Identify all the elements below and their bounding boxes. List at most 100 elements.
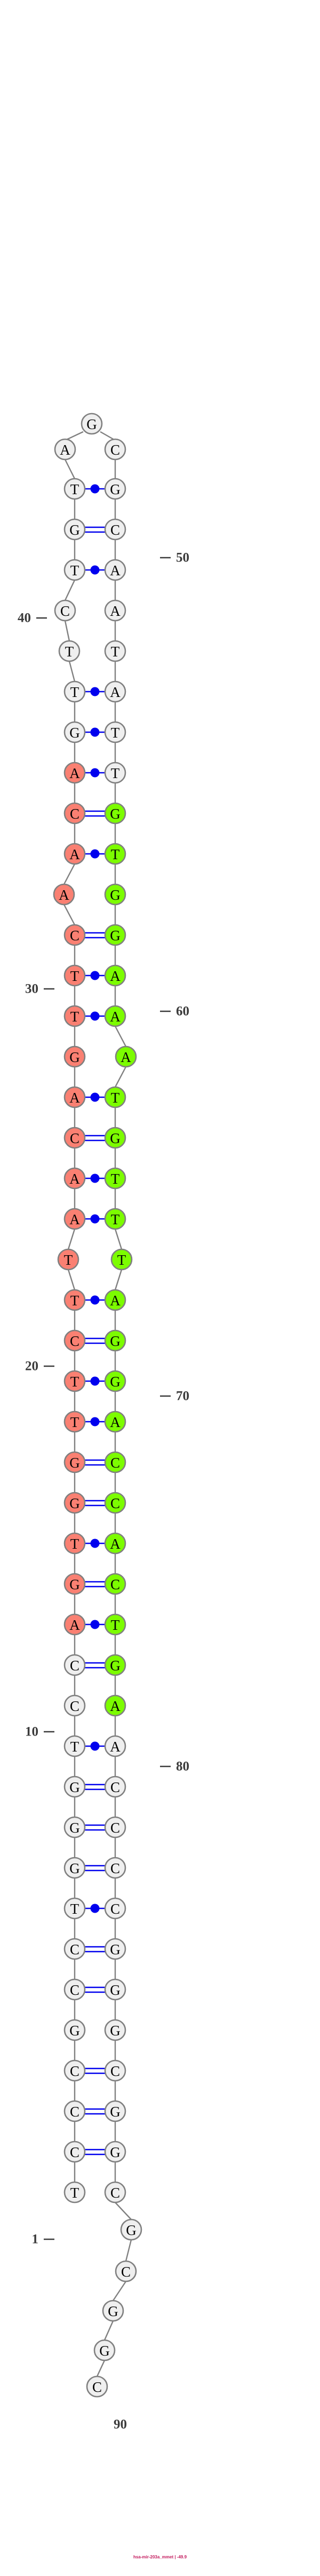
- nucleotide-c[interactable]: C: [63, 1127, 86, 1149]
- nucleotide-g[interactable]: G: [104, 1978, 126, 2001]
- nucleotide-t[interactable]: T: [104, 843, 126, 865]
- nucleotide-g[interactable]: G: [63, 1816, 86, 1838]
- nucleotide-a[interactable]: A: [104, 559, 126, 581]
- nucleotide-g[interactable]: G: [104, 478, 126, 500]
- nucleotide-g[interactable]: G: [120, 2218, 142, 2241]
- nucleotide-a[interactable]: A: [63, 1167, 86, 1190]
- nucleotide-c[interactable]: C: [86, 2375, 108, 2398]
- nucleotide-c[interactable]: C: [63, 802, 86, 825]
- nucleotide-a[interactable]: A: [104, 1289, 126, 1311]
- nucleotide-a[interactable]: A: [104, 1532, 126, 1555]
- nucleotide-a[interactable]: A: [104, 680, 126, 703]
- nucleotide-t[interactable]: T: [63, 1005, 86, 1027]
- base-pair-dot: [90, 1295, 100, 1305]
- nucleotide-c[interactable]: C: [104, 518, 126, 541]
- nucleotide-g[interactable]: G: [63, 1045, 86, 1068]
- nucleotide-g[interactable]: G: [63, 518, 86, 541]
- nucleotide-c[interactable]: C: [104, 1451, 126, 1473]
- nucleotide-t[interactable]: T: [63, 1735, 86, 1757]
- nucleotide-circle: [63, 1938, 86, 1960]
- nucleotide-t[interactable]: T: [63, 1410, 86, 1433]
- nucleotide-letter: C: [110, 442, 120, 458]
- nucleotide-g[interactable]: G: [63, 2019, 86, 2041]
- nucleotide-c[interactable]: C: [63, 2141, 86, 2163]
- nucleotide-t[interactable]: T: [110, 1248, 133, 1271]
- nucleotide-a[interactable]: A: [104, 1694, 126, 1717]
- nucleotide-g[interactable]: G: [63, 1857, 86, 1879]
- nucleotide-t[interactable]: T: [57, 1248, 79, 1271]
- nucleotide-c[interactable]: C: [63, 1654, 86, 1676]
- nucleotide-circle: [104, 1329, 126, 1352]
- nucleotide-a[interactable]: A: [104, 1410, 126, 1433]
- nucleotide-a[interactable]: A: [53, 883, 75, 906]
- nucleotide-t[interactable]: T: [104, 640, 126, 662]
- nucleotide-g[interactable]: G: [93, 2339, 116, 2361]
- nucleotide-a[interactable]: A: [63, 1208, 86, 1230]
- nucleotide-g[interactable]: G: [104, 924, 126, 946]
- nucleotide-t[interactable]: T: [63, 478, 86, 500]
- nucleotide-a[interactable]: A: [63, 762, 86, 784]
- nucleotide-t[interactable]: T: [63, 680, 86, 703]
- nucleotide-a[interactable]: A: [104, 1005, 126, 1027]
- nucleotide-a[interactable]: A: [115, 1045, 137, 1068]
- nucleotide-c[interactable]: C: [63, 1978, 86, 2001]
- nucleotide-g[interactable]: G: [104, 2019, 126, 2041]
- nucleotide-c[interactable]: C: [104, 1897, 126, 1920]
- nucleotide-t[interactable]: T: [63, 964, 86, 987]
- nucleotide-c[interactable]: C: [63, 924, 86, 946]
- nucleotide-g[interactable]: G: [104, 2141, 126, 2163]
- nucleotide-c[interactable]: C: [63, 1329, 86, 1352]
- nucleotide-t[interactable]: T: [58, 640, 81, 662]
- nucleotide-g[interactable]: G: [63, 721, 86, 743]
- nucleotide-c[interactable]: C: [63, 2059, 86, 2082]
- nucleotide-g[interactable]: G: [63, 1573, 86, 1595]
- nucleotide-c[interactable]: C: [63, 1694, 86, 1717]
- nucleotide-g[interactable]: G: [104, 1329, 126, 1352]
- nucleotide-t[interactable]: T: [63, 559, 86, 581]
- nucleotide-c[interactable]: C: [63, 2100, 86, 2122]
- nucleotide-c[interactable]: C: [104, 2181, 126, 2204]
- nucleotide-c[interactable]: C: [104, 438, 126, 461]
- nucleotide-a[interactable]: A: [63, 1613, 86, 1636]
- nucleotide-t[interactable]: T: [63, 1370, 86, 1392]
- nucleotide-g[interactable]: G: [63, 1776, 86, 1798]
- nucleotide-c[interactable]: C: [115, 2260, 137, 2282]
- nucleotide-g[interactable]: G: [104, 802, 126, 825]
- nucleotide-c[interactable]: C: [104, 1492, 126, 1514]
- nucleotide-a[interactable]: A: [54, 438, 76, 461]
- nucleotide-t[interactable]: T: [104, 1086, 126, 1108]
- nucleotide-g[interactable]: G: [104, 1654, 126, 1676]
- nucleotide-g[interactable]: G: [81, 413, 103, 435]
- nucleotide-a[interactable]: A: [104, 964, 126, 987]
- nucleotide-a[interactable]: A: [63, 1086, 86, 1108]
- nucleotide-t[interactable]: T: [63, 2181, 86, 2204]
- base-pair-dot: [90, 971, 100, 980]
- nucleotide-a[interactable]: A: [63, 843, 86, 865]
- nucleotide-t[interactable]: T: [63, 1532, 86, 1555]
- nucleotide-g[interactable]: G: [104, 1370, 126, 1392]
- nucleotide-a[interactable]: A: [104, 1735, 126, 1757]
- nucleotide-t[interactable]: T: [104, 721, 126, 743]
- nucleotide-g[interactable]: G: [104, 883, 126, 906]
- nucleotide-c[interactable]: C: [104, 1776, 126, 1798]
- nucleotide-g[interactable]: G: [104, 1938, 126, 1960]
- nucleotide-t[interactable]: T: [63, 1897, 86, 1920]
- nucleotide-a[interactable]: A: [104, 599, 126, 622]
- nucleotide-c[interactable]: C: [104, 1816, 126, 1838]
- nucleotide-g[interactable]: G: [104, 2100, 126, 2122]
- nucleotide-g[interactable]: G: [63, 1451, 86, 1473]
- nucleotide-c[interactable]: C: [104, 2059, 126, 2082]
- nucleotide-t[interactable]: T: [104, 1167, 126, 1190]
- nucleotide-c[interactable]: C: [54, 599, 76, 622]
- nucleotide-t[interactable]: T: [104, 1208, 126, 1230]
- nucleotide-c[interactable]: C: [104, 1573, 126, 1595]
- nucleotide-g[interactable]: G: [102, 2300, 124, 2322]
- nucleotide-c[interactable]: C: [63, 1938, 86, 1960]
- nucleotide-g[interactable]: G: [104, 1127, 126, 1149]
- nucleotide-t[interactable]: T: [104, 762, 126, 784]
- nucleotide-t[interactable]: T: [104, 1613, 126, 1636]
- nucleotide-t[interactable]: T: [63, 1289, 86, 1311]
- nucleotide-g[interactable]: G: [63, 1492, 86, 1514]
- nucleotide-letter: G: [86, 416, 97, 432]
- nucleotide-c[interactable]: C: [104, 1857, 126, 1879]
